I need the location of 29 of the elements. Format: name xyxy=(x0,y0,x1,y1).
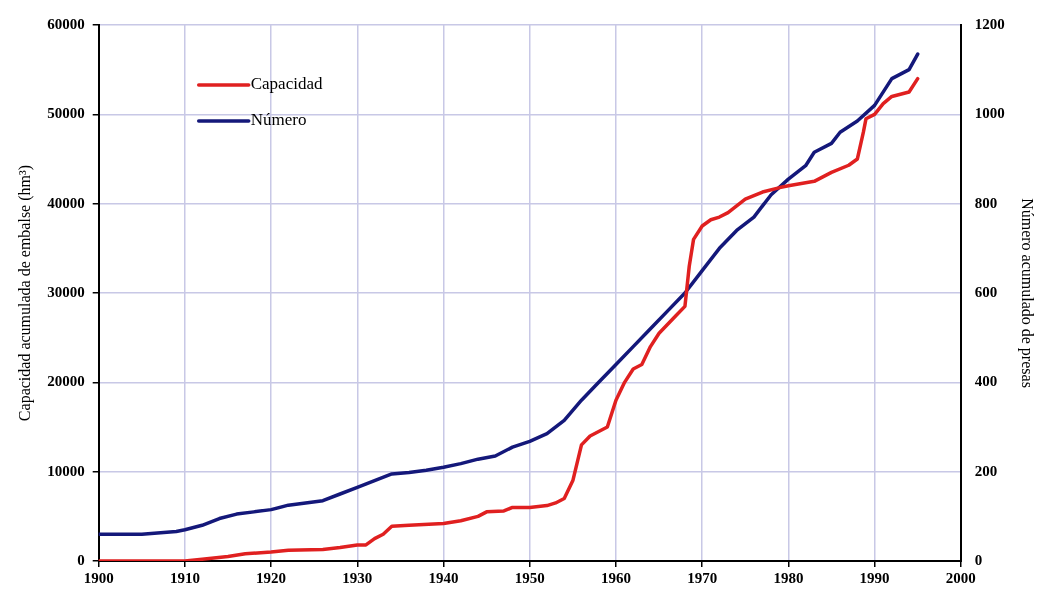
y-tick-label: 10000 xyxy=(47,462,85,479)
legend-label: Número xyxy=(250,110,307,130)
y-tick-label: 0 xyxy=(77,551,85,568)
x-tick-label: 1970 xyxy=(687,569,718,586)
y2-axis-title: Número acumulado de presas xyxy=(1018,198,1037,388)
x-tick-label: 1920 xyxy=(256,569,287,586)
y2-tick-label: 1200 xyxy=(974,15,1005,32)
y-tick-label: 60000 xyxy=(47,15,85,32)
x-tick-label: 1940 xyxy=(428,569,459,586)
y2-tick-label: 400 xyxy=(974,373,998,390)
y-tick-label: 20000 xyxy=(47,373,85,390)
x-tick-label: 1980 xyxy=(773,569,804,586)
x-tick-label: 1910 xyxy=(169,569,200,586)
y2-tick-label: 600 xyxy=(974,283,998,300)
y2-tick-label: 0 xyxy=(974,551,983,568)
y-tick-label: 30000 xyxy=(47,283,85,300)
y-axis-title: Capacidad acumulada de embalse (hm³) xyxy=(15,164,34,422)
x-tick-label: 2000 xyxy=(945,569,976,586)
x-tick-label: 1930 xyxy=(342,569,373,586)
legend-label: Capacidad xyxy=(250,74,323,94)
y2-tick-label: 200 xyxy=(974,462,998,479)
y-tick-label: 40000 xyxy=(47,194,85,211)
y-tick-label: 50000 xyxy=(47,105,85,122)
x-tick-label: 1950 xyxy=(514,569,545,586)
x-tick-label: 1990 xyxy=(859,569,890,586)
x-tick-label: 1900 xyxy=(83,569,114,586)
x-tick-label: 1960 xyxy=(600,569,631,586)
y2-tick-label: 1000 xyxy=(974,105,1005,122)
y2-tick-label: 800 xyxy=(974,194,998,211)
